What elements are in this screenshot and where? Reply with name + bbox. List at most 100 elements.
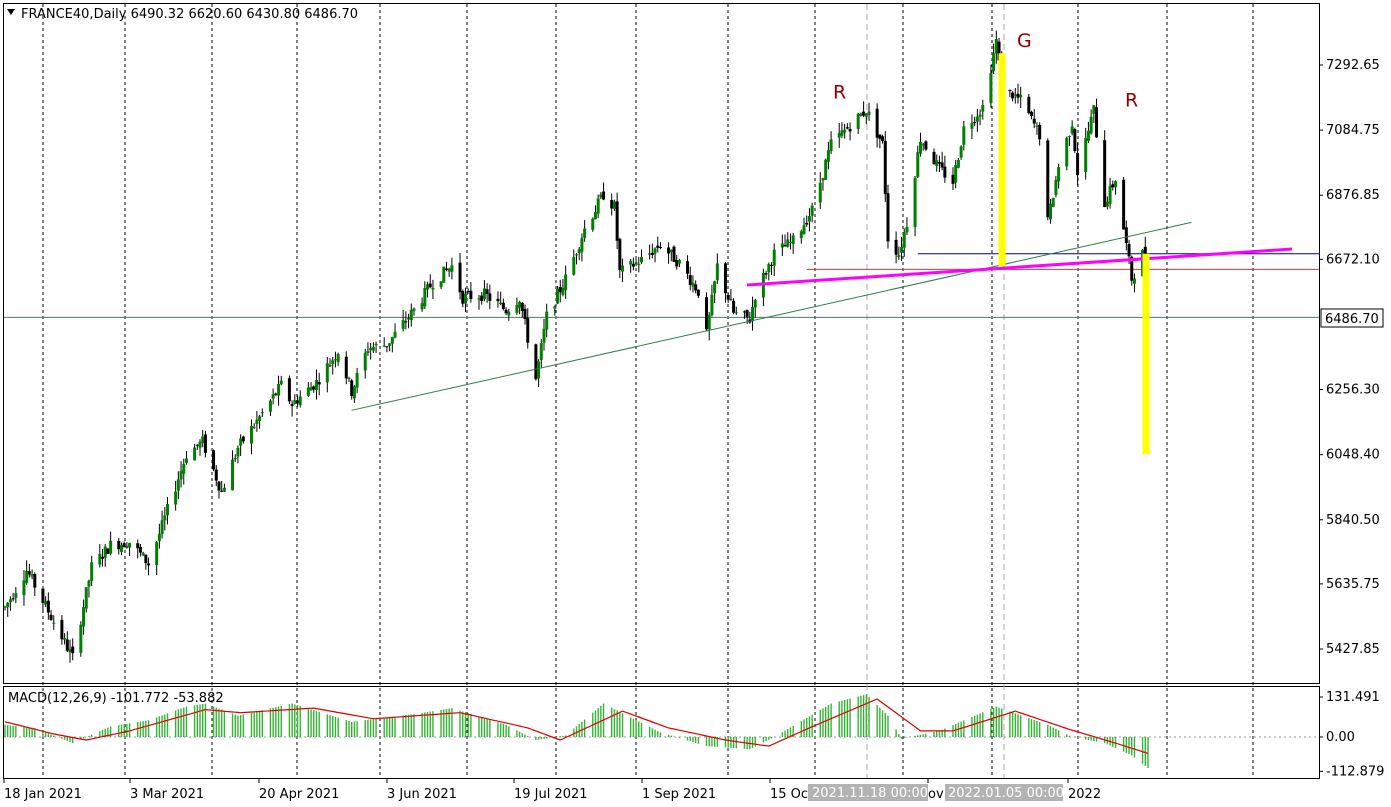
candle-body [696,289,700,296]
candle-body [52,622,56,624]
candle-body [672,246,676,262]
candle-body [507,311,511,316]
candle-body [22,580,26,596]
candle-body [932,151,936,165]
y-tick-label: 7292.65 [1326,58,1380,73]
candle-body [900,247,904,253]
candle-body [141,552,145,556]
candle-body [336,354,340,363]
y-tick-label: 6876.85 [1326,188,1380,203]
candle-body [426,284,430,290]
candle-body [897,255,901,258]
macd-header-label: MACD(12,26,9) -101.772 -53.882 [8,691,224,706]
x-tick-label: 19 Jul 2021 [514,787,588,802]
chart-overlays: R G R [351,30,1293,455]
candle-body [734,312,738,314]
candle-body [602,191,606,200]
candle-body [350,380,354,396]
candle-body [940,162,944,168]
time-axis: 18 Jan 2021 3 Mar 2021 20 Apr 2021 3 Jun 20… [3,779,1101,802]
crosshair-label-2-text: 2022.01.05 00:00 [948,786,1064,801]
candle-body [772,249,776,266]
neckline [746,247,1293,287]
candle-body [634,262,638,265]
x-tick-label: 3 Mar 2021 [130,787,204,802]
candle-body [255,419,259,425]
candle-body [956,159,960,168]
candle-body [1127,243,1131,257]
candle-body [1122,179,1126,230]
candle-body [407,318,411,320]
candle-body [677,259,681,264]
candle-body [203,434,207,453]
candle-body [41,588,45,603]
candle-body [675,259,679,267]
candle-body [488,293,492,301]
candle-body [109,540,113,554]
candle-body [593,211,597,220]
candle-body [989,73,993,104]
candle-body [385,346,389,348]
candle-body [732,300,736,313]
candle-body [1111,184,1115,188]
candle-body [845,127,849,129]
candle-body [878,134,882,139]
candle-body [799,231,803,239]
candle-body [404,321,408,323]
candle-body [176,479,180,491]
candle-body [461,290,465,304]
triangle-down-icon[interactable] [7,9,15,15]
candle-body [523,308,527,320]
candle-body [694,284,698,291]
candle-body [780,243,784,248]
candle-body [193,447,197,461]
candle-body [3,606,7,608]
candle-body [916,152,920,178]
candle-body [1035,125,1039,127]
candle-body [534,344,538,380]
macd-pane-frame [3,686,1320,779]
candle-body [791,235,795,244]
candle-body [393,331,397,338]
x-tick-label: 20 Apr 2021 [259,787,339,802]
candle-body [883,140,887,195]
candle-body [125,546,129,548]
y-tick-label: 5635.75 [1326,577,1380,592]
candle-body [1011,92,1015,99]
y-tick-label: 6048.40 [1326,448,1380,463]
candle-body [155,542,159,566]
candle-body [648,253,652,255]
candle-body [542,328,546,343]
candle-body [201,436,205,443]
candle-body [195,444,199,446]
candle-body [650,252,654,256]
candle-body [214,469,218,481]
candle-body [742,311,746,313]
candle-body [902,232,906,248]
candle-body [840,130,844,136]
candle-body [599,194,603,198]
candle-body [469,290,473,299]
candle-body [8,599,12,603]
candle-body [810,205,814,216]
candle-body [686,261,690,274]
candle-body [466,291,470,293]
candle-body [447,268,451,272]
candle-body [656,245,660,248]
candle-body [729,299,733,301]
candle-body [637,264,641,266]
candle-body [918,141,922,154]
candle-body [184,458,188,463]
candle-body [1076,152,1080,176]
candle-body [344,356,348,379]
candle-body [1027,96,1031,114]
candle-body [98,553,102,565]
candle-body [1130,256,1134,281]
main-pane-frame [3,3,1320,684]
candle-body [981,105,985,112]
candle-body [388,343,392,346]
candle-body [236,447,240,457]
candle-body [106,548,110,554]
annotation-shoulder: R [1125,90,1138,112]
